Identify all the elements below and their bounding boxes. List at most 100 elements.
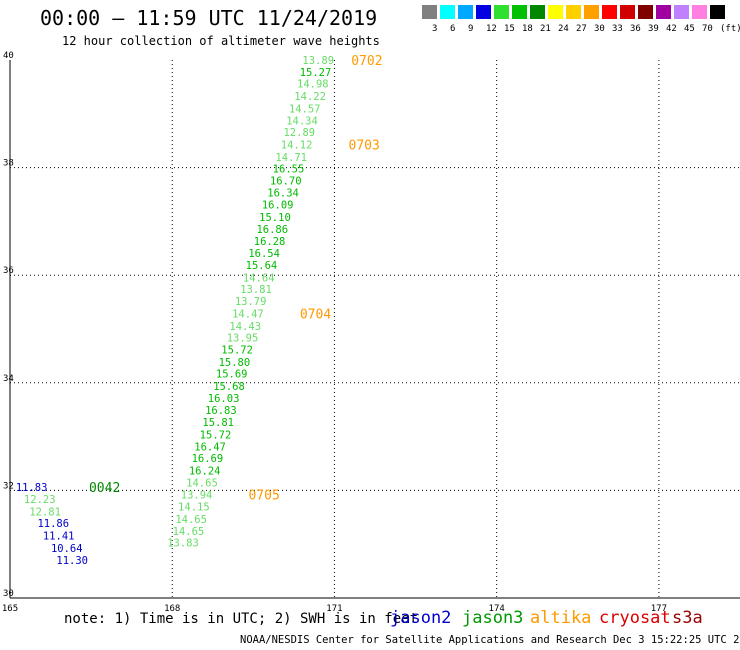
legend-label: 12 — [486, 24, 497, 34]
legend-swatch — [566, 5, 581, 19]
legend-label: 6 — [450, 24, 456, 34]
credit-footer: NOAA/NESDIS Center for Satellite Applica… — [240, 634, 740, 646]
legend-swatch — [620, 5, 635, 19]
satellite-cryosat: cryosat — [599, 608, 671, 628]
wave-height-label: 16.28 — [254, 236, 286, 248]
legend-label: 39 — [648, 24, 659, 34]
pass-time-label: 0042 — [89, 481, 120, 496]
wave-height-label: 14.65 — [186, 477, 218, 489]
wave-height-label: 16.86 — [256, 224, 288, 236]
wave-height-label: 14.65 — [173, 526, 205, 538]
wave-height-label: 15.81 — [202, 417, 234, 429]
legend-swatch — [512, 5, 527, 19]
wave-height-label: 14.12 — [281, 139, 313, 151]
x-tick-label: 171 — [326, 604, 342, 614]
legend-swatch — [548, 5, 563, 19]
legend-label: 15 — [504, 24, 515, 34]
legend-swatch — [638, 5, 653, 19]
wave-height-label: 13.94 — [181, 490, 213, 502]
wave-height-label: 14.64 — [243, 272, 275, 284]
legend-label: 18 — [522, 24, 533, 34]
y-tick-label: 32 — [3, 481, 14, 491]
legend-swatch — [440, 5, 455, 19]
legend-swatch — [422, 5, 437, 19]
legend-swatch — [710, 5, 725, 19]
wave-height-label: 16.24 — [189, 465, 221, 477]
wave-height-label: 14.47 — [232, 308, 264, 320]
legend-label: 24 — [558, 24, 569, 34]
wave-height-label: 14.22 — [294, 91, 326, 103]
x-tick-label: 174 — [489, 604, 505, 614]
wave-height-label: 15.72 — [221, 344, 253, 356]
legend-label: (ft) — [720, 24, 740, 34]
legend-swatch — [494, 5, 509, 19]
legend-swatch — [530, 5, 545, 19]
wave-height-label: 11.30 — [56, 555, 88, 567]
pass-time-label: 0705 — [248, 489, 279, 504]
pass-time-label: 0702 — [351, 54, 382, 69]
legend-label: 21 — [540, 24, 551, 34]
pass-time-label: 0703 — [349, 138, 380, 153]
wave-height-label: 10.64 — [51, 543, 83, 555]
wave-height-label: 11.83 — [16, 482, 48, 494]
legend-swatch — [692, 5, 707, 19]
wave-height-label: 16.09 — [262, 200, 294, 212]
footnote: note: 1) Time is in UTC; 2) SWH is in fe… — [64, 611, 419, 627]
wave-height-label: 13.79 — [235, 296, 267, 308]
wave-height-label: 16.47 — [194, 441, 226, 453]
map-subtitle: 12 hour collection of altimeter wave hei… — [62, 34, 380, 48]
wave-height-label: 14.15 — [178, 502, 210, 514]
wave-height-label: 12.89 — [283, 127, 315, 139]
wave-height-label: 15.69 — [216, 369, 248, 381]
wave-height-label: 14.57 — [289, 103, 321, 115]
legend-label: 3 — [432, 24, 438, 34]
wave-height-label: 14.34 — [286, 115, 318, 127]
legend-swatch — [602, 5, 617, 19]
legend-swatch — [458, 5, 473, 19]
wave-height-label: 13.89 — [302, 55, 334, 67]
satellite-jason2: jason2 — [390, 608, 452, 628]
wave-height-label: 15.10 — [259, 212, 291, 224]
y-tick-label: 30 — [3, 589, 14, 599]
y-tick-label: 40 — [3, 51, 14, 61]
legend-swatch — [476, 5, 491, 19]
legend-label: 30 — [594, 24, 605, 34]
legend-label: 42 — [666, 24, 677, 34]
wave-height-label: 16.54 — [248, 248, 280, 260]
satellite-jason3: jason3 — [462, 608, 524, 628]
wave-height-label: 14.43 — [229, 321, 261, 333]
legend-label: 70 — [702, 24, 713, 34]
wave-height-label: 13.95 — [227, 333, 259, 345]
satellite-altika: altika — [530, 608, 592, 628]
legend-label: 45 — [684, 24, 695, 34]
legend-label: 33 — [612, 24, 623, 34]
legend-label: 36 — [630, 24, 641, 34]
legend-swatch — [656, 5, 671, 19]
wave-height-label: 13.81 — [240, 284, 272, 296]
wave-height-label: 11.41 — [43, 531, 75, 543]
wave-height-label: 15.80 — [219, 357, 251, 369]
wave-height-label: 15.64 — [246, 260, 278, 272]
wave-height-label: 16.70 — [270, 176, 302, 188]
wave-height-label: 12.23 — [24, 494, 56, 506]
y-tick-label: 36 — [3, 266, 14, 276]
wave-height-label: 14.98 — [297, 79, 329, 91]
wave-height-label: 14.71 — [275, 152, 307, 164]
legend-swatch — [584, 5, 599, 19]
x-tick-label: 165 — [2, 604, 18, 614]
pass-time-label: 0704 — [300, 307, 331, 322]
wave-height-label: 16.34 — [267, 187, 299, 199]
wave-height-label: 16.03 — [208, 393, 240, 405]
wave-height-label: 11.86 — [37, 518, 69, 530]
wave-height-label: 15.27 — [300, 67, 332, 79]
wave-height-label: 13.83 — [167, 538, 199, 550]
legend-label: 9 — [468, 24, 474, 34]
wave-height-label: 16.69 — [192, 453, 224, 465]
map-title: 00:00 – 11:59 UTC 11/24/2019 — [40, 6, 378, 30]
wave-height-label: 15.72 — [200, 429, 232, 441]
x-tick-label: 168 — [164, 604, 180, 614]
legend-label: 27 — [576, 24, 587, 34]
wave-height-label: 16.83 — [205, 405, 237, 417]
wave-height-label: 12.81 — [29, 506, 61, 518]
